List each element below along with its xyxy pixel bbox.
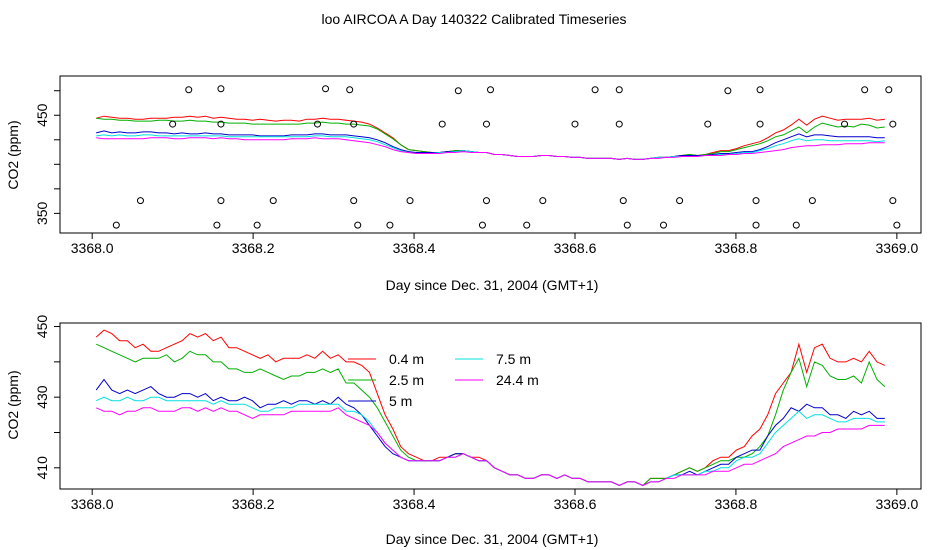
legend-label: 0.4 m [389,351,424,367]
top-data-point [478,221,486,229]
bottom-x-tick-label: 3368.4 [393,496,436,512]
top-data-point [213,221,221,229]
bottom-x-tick-label: 3369.0 [875,496,918,512]
top-data-point [523,221,531,229]
top-data-point [406,197,414,205]
bottom-y-tick-label: 410 [34,456,50,480]
top-data-point [313,120,321,128]
bottom-y-axis: 410 430 450 [34,315,60,480]
bottom-x-axis: 3368.0 3368.2 3368.4 3368.6 3368.8 3369.0 [71,489,918,512]
bottom-x-axis-label: Day since Dec. 31, 2004 (GMT+1) [386,531,599,547]
top-y-tick-label: 350 [34,201,50,225]
top-data-point [752,221,760,229]
bottom-x-tick-label: 3368.6 [554,496,597,512]
top-data-point [169,120,177,128]
top-x-tick-label: 3368.0 [71,240,114,256]
top-data-point [217,120,225,128]
top-data-point [756,120,764,128]
top-data-point [346,86,354,94]
top-points [112,85,901,229]
top-data-point [676,197,684,205]
top-y-axis: 350 450 [34,90,60,225]
bottom-panel-line: 3368.0 3368.2 3368.4 3368.6 3368.8 3369.0 410… [5,315,922,547]
top-data-point [885,86,893,94]
bottom-line-5-m [95,378,885,487]
bottom-x-tick-label: 3368.2 [232,496,275,512]
legend-label: 2.5 m [389,372,424,388]
bottom-y-tick-label: 430 [34,385,50,409]
legend-label: 24.4 m [496,372,539,388]
top-data-point [269,197,277,205]
figure-title: loo AIRCOA A Day 140322 Calibrated Times… [321,11,626,27]
bottom-line-24-4-m [95,407,885,487]
top-panel-scatter: 3368.0 3368.2 3368.4 3368.6 3368.8 3369.0 350… [5,75,922,293]
top-series-lines [96,115,885,160]
top-data-point [487,86,494,94]
top-data-point [350,120,358,128]
top-x-tick-label: 3368.6 [554,240,597,256]
legend: 0.4 m 2.5 m 5 m 7.5 m 24.4 m [348,351,539,409]
bottom-y-tick-label: 450 [34,315,50,339]
bottom-x-tick-label: 3368.0 [71,496,114,512]
top-line-0-4-m [96,115,885,160]
top-data-point [841,120,849,128]
top-data-point [792,221,800,229]
top-data-point [350,197,358,205]
top-x-tick-label: 3368.8 [715,240,758,256]
top-data-point [724,87,732,95]
top-data-point [482,120,490,128]
top-data-point [185,86,193,94]
top-y-tick-label: 450 [34,103,50,127]
top-x-axis-label: Day since Dec. 31, 2004 (GMT+1) [386,277,599,293]
top-data-point [623,221,631,229]
top-data-point [386,221,394,229]
top-data-point [438,120,446,128]
top-data-point [889,197,897,205]
top-data-point [752,197,760,205]
top-data-point [136,197,144,205]
top-data-point [539,197,547,205]
top-line-5-m [96,130,885,160]
top-data-point [861,86,869,94]
top-data-point [322,85,330,93]
top-data-point [615,86,623,94]
top-data-point [217,85,225,93]
top-data-point [112,221,120,229]
legend-label: 5 m [389,393,412,409]
top-data-point [704,120,712,128]
bottom-series-lines [95,329,886,487]
bottom-plot-frame [59,322,922,490]
top-data-point [808,197,816,205]
bottom-y-axis-label: CO2 (ppm) [5,370,21,439]
bottom-x-tick-label: 3368.8 [715,496,758,512]
top-data-point [571,120,579,128]
top-data-point [889,120,897,128]
top-data-point [756,86,764,94]
top-data-point [253,221,261,229]
top-x-tick-label: 3368.2 [232,240,275,256]
top-plot-frame [59,75,922,234]
top-x-tick-label: 3368.4 [393,240,436,256]
top-x-axis: 3368.0 3368.2 3368.4 3368.6 3368.8 3369.0 [71,233,918,256]
top-data-point [591,86,599,94]
top-data-point [354,221,362,229]
top-line-24-4-m [96,137,885,160]
top-data-point [660,221,668,229]
top-data-point [619,197,627,205]
top-data-point [454,87,462,95]
top-x-tick-label: 3369.0 [875,240,918,256]
bottom-line-0-4-m [95,329,886,487]
top-y-axis-label: CO2 (ppm) [5,120,21,189]
top-data-point [893,221,901,229]
top-data-point [217,197,225,205]
legend-label: 7.5 m [496,351,531,367]
top-data-point [482,197,490,205]
top-data-point [615,120,623,128]
